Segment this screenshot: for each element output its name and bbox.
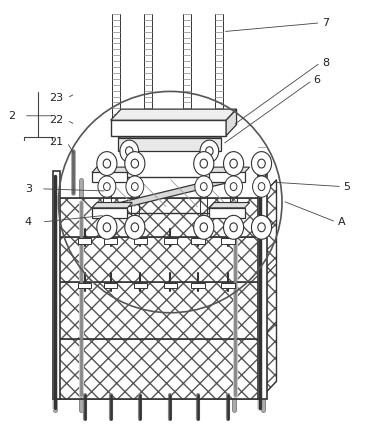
- Bar: [92, 172, 128, 182]
- Circle shape: [103, 223, 111, 232]
- Circle shape: [200, 223, 208, 232]
- Text: 3: 3: [25, 184, 32, 194]
- Circle shape: [230, 223, 237, 232]
- Bar: [134, 238, 147, 244]
- Text: 22: 22: [49, 115, 63, 125]
- Text: 4: 4: [25, 217, 32, 227]
- Bar: [58, 339, 260, 399]
- Bar: [58, 282, 260, 339]
- Circle shape: [120, 140, 138, 162]
- Circle shape: [131, 159, 138, 168]
- Polygon shape: [92, 167, 132, 172]
- Bar: [104, 283, 117, 289]
- Text: 2: 2: [8, 111, 15, 121]
- Text: 21: 21: [49, 137, 63, 147]
- Polygon shape: [226, 109, 237, 136]
- Bar: [163, 238, 177, 244]
- Circle shape: [230, 159, 237, 168]
- Circle shape: [200, 182, 207, 190]
- Bar: [78, 238, 91, 244]
- Bar: [111, 120, 226, 136]
- Circle shape: [125, 215, 145, 239]
- Text: 7: 7: [322, 18, 329, 28]
- Circle shape: [103, 159, 111, 168]
- Bar: [58, 238, 260, 282]
- Circle shape: [126, 147, 133, 155]
- Bar: [92, 208, 128, 218]
- Circle shape: [258, 223, 265, 232]
- Polygon shape: [260, 180, 276, 399]
- Text: 5: 5: [343, 182, 350, 192]
- Circle shape: [251, 151, 272, 175]
- Polygon shape: [209, 167, 249, 172]
- Polygon shape: [209, 202, 249, 208]
- Polygon shape: [92, 202, 132, 208]
- Circle shape: [258, 182, 265, 190]
- Circle shape: [200, 159, 208, 168]
- Circle shape: [258, 159, 265, 168]
- Bar: [58, 198, 260, 238]
- Circle shape: [252, 176, 270, 197]
- Polygon shape: [118, 130, 228, 138]
- Circle shape: [206, 147, 213, 155]
- Polygon shape: [111, 109, 237, 120]
- Circle shape: [225, 176, 242, 197]
- Bar: [209, 208, 245, 218]
- Text: 8: 8: [322, 58, 329, 67]
- Circle shape: [251, 215, 272, 239]
- Bar: [163, 283, 177, 289]
- Circle shape: [97, 151, 117, 175]
- Circle shape: [224, 215, 243, 239]
- Bar: [104, 238, 117, 244]
- Circle shape: [126, 176, 144, 197]
- Circle shape: [125, 151, 145, 175]
- Bar: [134, 283, 147, 289]
- Circle shape: [200, 140, 219, 162]
- Text: 6: 6: [314, 75, 321, 85]
- Circle shape: [194, 215, 214, 239]
- Circle shape: [230, 182, 237, 190]
- Circle shape: [132, 182, 138, 190]
- Circle shape: [104, 182, 110, 190]
- Circle shape: [224, 151, 243, 175]
- Bar: [258, 171, 267, 399]
- Text: 23: 23: [49, 93, 63, 103]
- Bar: [191, 238, 205, 244]
- Circle shape: [98, 176, 116, 197]
- Polygon shape: [103, 180, 239, 206]
- Circle shape: [131, 223, 138, 232]
- Circle shape: [194, 151, 214, 175]
- Bar: [191, 283, 205, 289]
- Bar: [118, 138, 221, 151]
- Circle shape: [195, 176, 213, 197]
- Bar: [221, 283, 235, 289]
- Circle shape: [97, 215, 117, 239]
- Text: A: A: [338, 217, 346, 227]
- Bar: [221, 238, 235, 244]
- Bar: [78, 283, 91, 289]
- Bar: [53, 171, 60, 399]
- Bar: [209, 172, 245, 182]
